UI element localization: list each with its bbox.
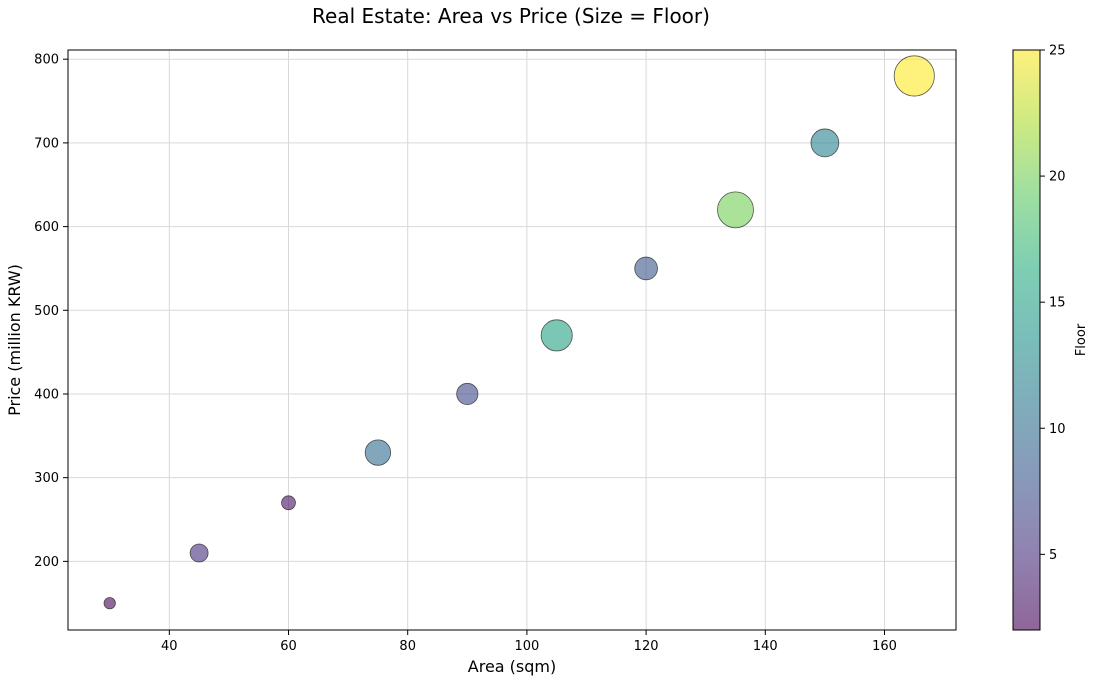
x-tick-label: 60 bbox=[280, 639, 297, 654]
colorbar-tick-label: 15 bbox=[1049, 296, 1066, 311]
points-layer bbox=[103, 55, 935, 610]
x-axis: 40 60 80 100 120 140 160 bbox=[161, 630, 897, 654]
y-tick-label: 200 bbox=[34, 555, 59, 570]
colorbar-tick-label: 20 bbox=[1049, 170, 1066, 185]
data-point bbox=[634, 256, 658, 281]
x-tick-label: 120 bbox=[634, 639, 659, 654]
y-tick-label: 400 bbox=[34, 387, 59, 402]
data-point bbox=[717, 191, 754, 229]
grid bbox=[68, 50, 956, 630]
x-tick-label: 40 bbox=[161, 639, 178, 654]
data-point bbox=[540, 319, 573, 352]
y-tick-label: 300 bbox=[34, 471, 59, 486]
colorbar-ticks: 5 10 15 20 25 bbox=[1040, 44, 1066, 563]
data-point bbox=[103, 597, 116, 610]
y-tick-label: 600 bbox=[34, 220, 59, 235]
y-tick-label: 700 bbox=[34, 136, 59, 151]
y-tick-label: 800 bbox=[34, 53, 59, 68]
y-tick-label: 500 bbox=[34, 304, 59, 319]
colorbar-tick-label: 25 bbox=[1049, 44, 1066, 59]
x-tick-label: 100 bbox=[514, 639, 539, 654]
colorbar-tick-label: 5 bbox=[1049, 548, 1057, 563]
data-point bbox=[281, 495, 296, 511]
x-tick-label: 160 bbox=[872, 639, 897, 654]
colorbar bbox=[1012, 49, 1041, 631]
data-point bbox=[893, 55, 935, 97]
data-point bbox=[189, 543, 209, 563]
x-axis-label: Area (sqm) bbox=[468, 657, 556, 676]
x-tick-label: 80 bbox=[399, 639, 416, 654]
colorbar-tick-label: 10 bbox=[1049, 422, 1066, 437]
colorbar-label: Floor bbox=[1074, 323, 1089, 356]
y-axis: 200 300 400 500 600 700 800 bbox=[34, 53, 68, 570]
plot-frame bbox=[67, 49, 957, 631]
x-tick-label: 140 bbox=[753, 639, 778, 654]
chart-title: Real Estate: Area vs Price (Size = Floor… bbox=[312, 4, 710, 28]
data-point bbox=[810, 128, 840, 158]
data-point bbox=[364, 439, 392, 466]
y-axis-label: Price (million KRW) bbox=[5, 264, 24, 416]
data-point bbox=[456, 382, 479, 406]
